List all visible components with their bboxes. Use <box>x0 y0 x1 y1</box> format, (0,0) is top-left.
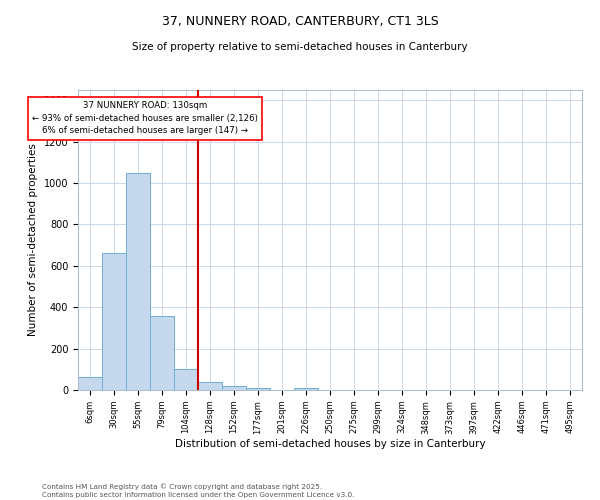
Bar <box>198 382 222 390</box>
Bar <box>150 316 174 390</box>
Bar <box>294 388 318 390</box>
Bar <box>102 254 126 390</box>
Text: 37, NUNNERY ROAD, CANTERBURY, CT1 3LS: 37, NUNNERY ROAD, CANTERBURY, CT1 3LS <box>161 15 439 28</box>
Bar <box>78 376 102 390</box>
Bar <box>246 388 270 390</box>
Bar <box>126 173 150 390</box>
Text: Size of property relative to semi-detached houses in Canterbury: Size of property relative to semi-detach… <box>132 42 468 52</box>
Bar <box>222 386 246 390</box>
Text: 37 NUNNERY ROAD: 130sqm
← 93% of semi-detached houses are smaller (2,126)
6% of : 37 NUNNERY ROAD: 130sqm ← 93% of semi-de… <box>32 102 258 136</box>
Bar <box>174 370 198 390</box>
X-axis label: Distribution of semi-detached houses by size in Canterbury: Distribution of semi-detached houses by … <box>175 440 485 450</box>
Text: Contains HM Land Registry data © Crown copyright and database right 2025.
Contai: Contains HM Land Registry data © Crown c… <box>42 484 355 498</box>
Y-axis label: Number of semi-detached properties: Number of semi-detached properties <box>28 144 38 336</box>
